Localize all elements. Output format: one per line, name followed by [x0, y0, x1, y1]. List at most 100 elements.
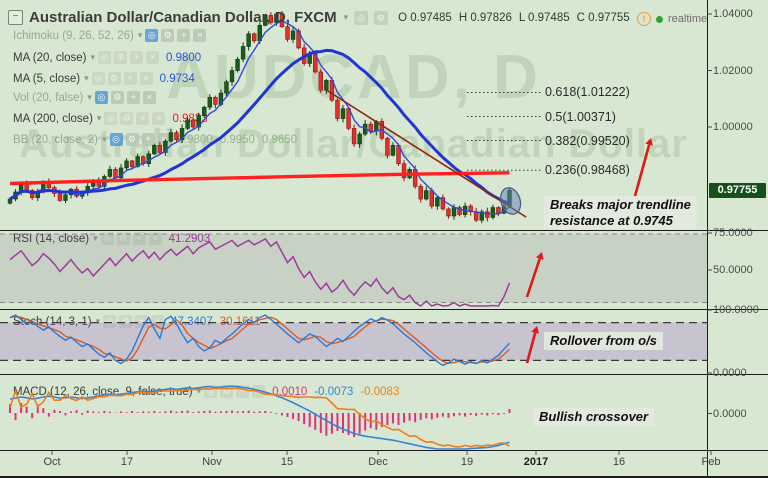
chevron-down-icon[interactable]: ▾ — [93, 233, 98, 243]
chevron-down-icon[interactable]: ▾ — [90, 52, 96, 62]
legend-row-label[interactable]: BB (20, close, 2) — [13, 133, 99, 146]
scale-label: 75.0000 — [713, 227, 753, 239]
chevron-down-icon[interactable]: ▾ — [196, 386, 202, 396]
legend-row-label[interactable]: MA (5, close) — [13, 72, 81, 85]
ohlc-values: O 0.97485 H 0.97826 L 0.97485 C 0.97755 — [398, 12, 637, 24]
legend-row-label[interactable]: MA (20, close) — [13, 51, 87, 64]
rsi-legend-label[interactable]: RSI (14, close) — [13, 232, 90, 245]
macd-legend: MACD (12, 26, close, 9, false, true) ▾ ◎ ⚙ +… — [13, 384, 399, 399]
chevron-down-icon[interactable]: ▾ — [84, 73, 89, 83]
visibility-eye-icon[interactable]: ◎ — [94, 91, 108, 104]
stoch-legend-value: 30.1611 — [219, 315, 261, 328]
legend-row: MA (5, close) ▾ ◎ ⚙ + × 0.9734 — [13, 71, 195, 86]
visibility-eye-icon[interactable]: ◎ — [91, 72, 105, 85]
legend-row-value: 0.9950 — [219, 133, 255, 146]
macd-legend-value: -0.0073 — [314, 385, 354, 398]
remove-icon[interactable]: × — [152, 112, 166, 125]
scale-label: 0.0000 — [713, 407, 747, 420]
add-icon[interactable]: + — [141, 133, 155, 146]
chevron-down-icon[interactable]: ▾ — [102, 134, 107, 144]
remove-icon[interactable]: × — [151, 315, 165, 328]
remove-icon[interactable]: × — [252, 385, 266, 398]
price-scale[interactable]: 1.04000 1.02000 1.00000 75.0000 50.0000 100.0… — [707, 0, 768, 450]
legend-row-label[interactable]: MA (200, close) — [13, 112, 93, 125]
last-price-badge: 0.97755 — [709, 183, 766, 198]
symbol-title[interactable]: Australian Dollar/Canadian Dollar, D, FX… — [29, 9, 337, 26]
settings-gear-icon[interactable]: ⚙ — [110, 91, 124, 104]
time-axis-label: 16 — [612, 456, 626, 468]
add-icon[interactable]: + — [177, 29, 191, 42]
stoch-legend-label[interactable]: Stoch (14, 3, 1) — [13, 315, 92, 328]
fib-level-label: 0.236(0.98468) — [545, 163, 630, 178]
annotation-line: Breaks major trendline — [550, 197, 691, 212]
visibility-eye-icon[interactable]: ◎ — [98, 51, 112, 64]
visibility-eye-icon[interactable]: ◎ — [354, 10, 369, 25]
settings-gear-icon[interactable]: ⚙ — [220, 385, 234, 398]
visibility-eye-icon[interactable]: ◎ — [109, 133, 123, 146]
visibility-eye-icon[interactable]: ◎ — [100, 232, 114, 245]
visibility-eye-icon[interactable]: ◎ — [145, 29, 159, 42]
fib-level-label: 0.382(0.99520) — [545, 133, 630, 148]
annotation-line: Bullish crossover — [539, 409, 649, 424]
ma200-line — [9, 171, 510, 186]
rsi-up-arrow — [525, 258, 542, 298]
settings-gear-icon[interactable]: ⚙ — [161, 29, 175, 42]
scale-label: 1.02000 — [713, 64, 753, 77]
remove-icon[interactable]: × — [146, 51, 160, 64]
settings-gear-icon[interactable]: ⚙ — [119, 315, 133, 328]
visibility-eye-icon[interactable]: ◎ — [104, 112, 118, 125]
scale-label: 100.0000 — [713, 304, 759, 316]
scale-label: 1.00000 — [713, 121, 753, 133]
trendline — [325, 89, 527, 218]
add-icon[interactable]: + — [135, 315, 149, 328]
time-axis-label: Dec — [368, 456, 388, 468]
settings-gear-icon[interactable]: ⚙ — [116, 232, 130, 245]
legend-row-value: 0.9833 — [172, 112, 208, 125]
remove-icon[interactable]: × — [142, 91, 156, 104]
annotation-bullish-crossover: Bullish crossover — [533, 408, 655, 426]
chevron-down-icon[interactable]: ▾ — [95, 316, 101, 326]
add-icon[interactable]: + — [236, 385, 250, 398]
settings-gear-icon[interactable]: ⚙ — [374, 10, 389, 25]
settings-gear-icon[interactable]: ⚙ — [114, 51, 128, 64]
remove-icon[interactable]: × — [157, 133, 171, 146]
legend-row-label[interactable]: Ichimoku (9, 26, 52, 26) — [13, 29, 134, 42]
legend-row-label[interactable]: Vol (20, false) — [13, 91, 84, 104]
remove-icon[interactable]: × — [139, 72, 153, 85]
collapse-pane-button[interactable]: − — [8, 10, 23, 25]
add-icon[interactable]: + — [132, 232, 146, 245]
remove-icon[interactable]: × — [193, 29, 207, 42]
realtime-label: realtime — [668, 13, 708, 25]
ohlc-value: L 0.97485 — [518, 11, 570, 24]
stoch-up-arrow — [525, 332, 537, 364]
realtime-status: ! realtime — [637, 12, 707, 26]
chevron-down-icon[interactable]: ▾ — [137, 30, 143, 40]
settings-gear-icon[interactable]: ⚙ — [120, 112, 134, 125]
add-icon[interactable]: + — [126, 91, 140, 104]
visibility-eye-icon[interactable]: ◎ — [204, 385, 218, 398]
annotation-trendline-break: Breaks major trendline resistance at 0.9… — [544, 196, 697, 229]
macd-legend-value: 0.0010 — [272, 385, 308, 398]
macd-legend-label[interactable]: MACD (12, 26, close, 9, false, true) — [13, 385, 193, 398]
legend-row: BB (20, close, 2) ▾ ◎ ⚙ + × 0.9800 0.9950 0.9650 — [13, 132, 297, 147]
settings-gear-icon[interactable]: ⚙ — [107, 72, 121, 85]
visibility-eye-icon[interactable]: ◎ — [103, 315, 117, 328]
settings-gear-icon[interactable]: ⚙ — [125, 133, 139, 146]
chevron-down-icon[interactable]: ▾ — [96, 113, 102, 123]
scale-label: 50.0000 — [713, 264, 753, 276]
main-breakout-arrow-head — [645, 138, 653, 146]
time-axis-label: Nov — [202, 456, 222, 468]
add-icon[interactable]: + — [130, 51, 144, 64]
add-icon[interactable]: + — [136, 112, 150, 125]
chevron-down-icon[interactable]: ▾ — [87, 92, 92, 102]
time-axis[interactable]: Oct 17 Nov 15 Dec 19 2017 16 Feb — [0, 450, 768, 478]
ohlc-value: O 0.97485 — [398, 11, 452, 24]
legend-row-value: 0.9800 — [166, 51, 202, 64]
chevron-down-icon[interactable]: ▾ — [343, 12, 349, 22]
annotation-rollover: Rollover from o/s — [544, 332, 663, 350]
time-axis-label: 17 — [120, 456, 134, 468]
data-warning-icon[interactable]: ! — [637, 12, 651, 26]
add-icon[interactable]: + — [123, 72, 137, 85]
legend-row: Ichimoku (9, 26, 52, 26) ▾ ◎ ⚙ + × — [13, 28, 207, 43]
remove-icon[interactable]: × — [148, 232, 162, 245]
